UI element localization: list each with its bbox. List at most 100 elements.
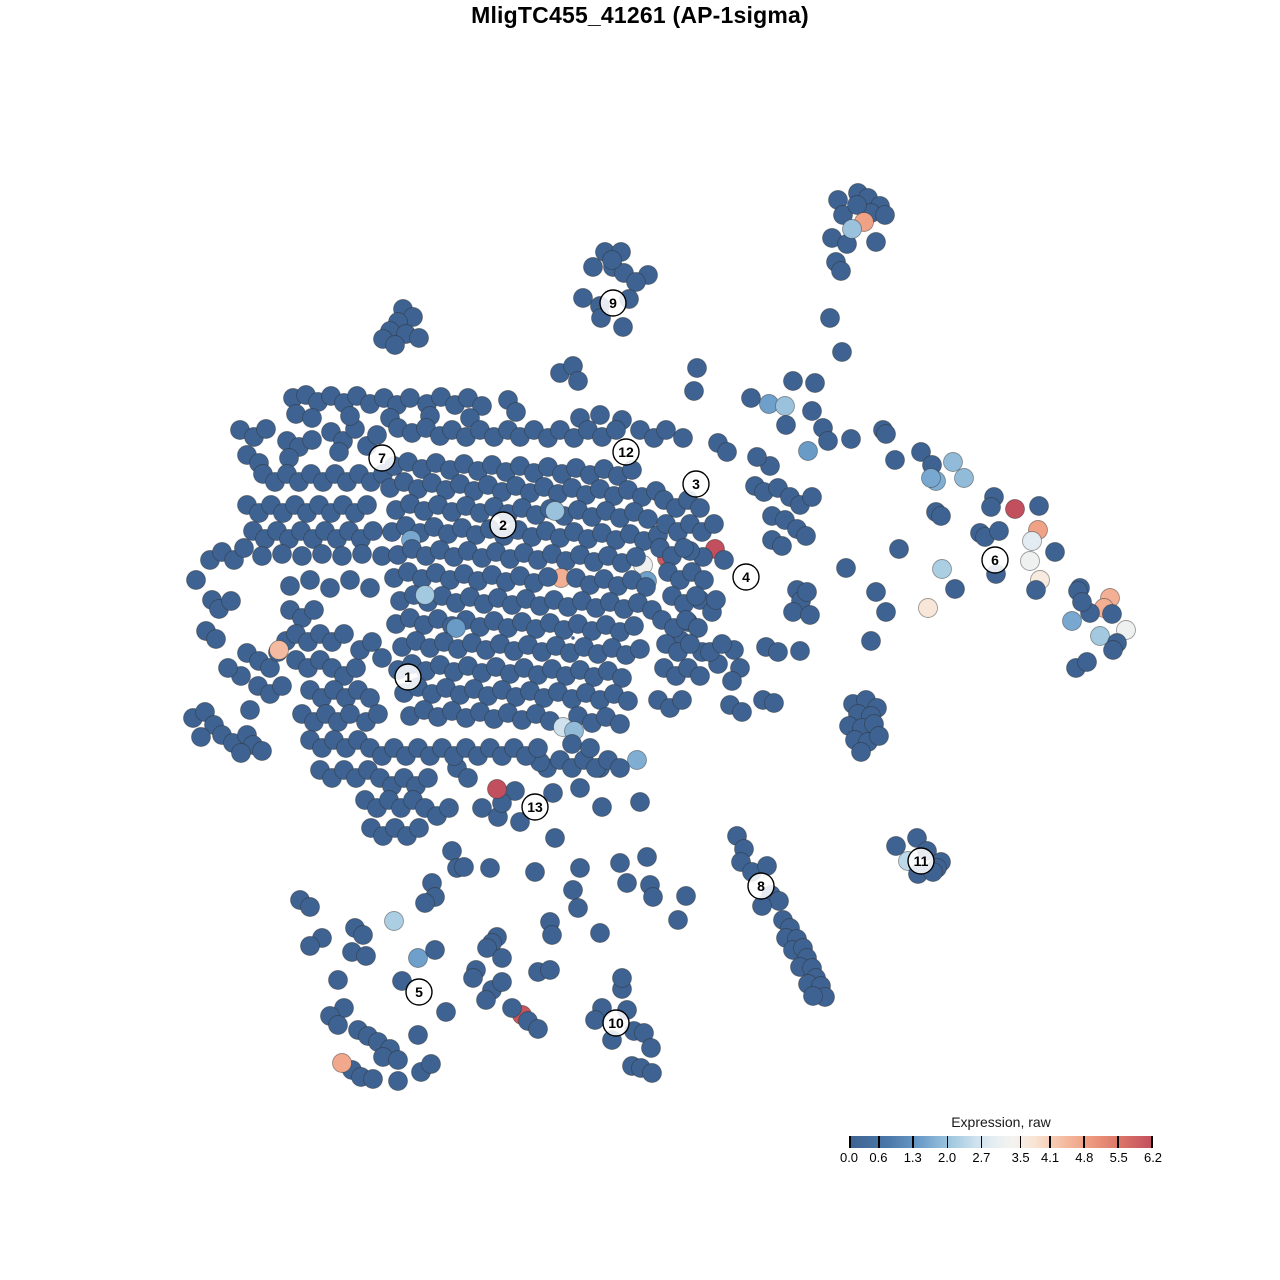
data-point xyxy=(832,342,852,362)
svg-text:13: 13 xyxy=(527,799,543,815)
data-point xyxy=(732,702,752,722)
data-point xyxy=(686,586,706,606)
data-point xyxy=(1020,551,1040,571)
data-point xyxy=(353,925,373,945)
data-point xyxy=(388,1071,408,1091)
cluster-label: 13 xyxy=(521,793,549,821)
data-point xyxy=(690,498,710,518)
data-point xyxy=(340,704,360,724)
data-point xyxy=(476,990,496,1010)
data-point xyxy=(1045,542,1065,562)
data-point xyxy=(911,442,931,462)
cluster-label: 6 xyxy=(981,546,1009,574)
data-point xyxy=(421,1054,441,1074)
data-point xyxy=(851,742,871,762)
data-point xyxy=(818,431,838,451)
data-point xyxy=(583,257,603,277)
data-point xyxy=(368,704,388,724)
data-point xyxy=(492,972,512,992)
data-point xyxy=(408,1025,428,1045)
data-point xyxy=(502,998,522,1018)
cluster-label: 7 xyxy=(368,444,396,472)
data-point xyxy=(1005,499,1025,519)
data-point xyxy=(1102,604,1122,624)
data-point xyxy=(820,308,840,328)
data-point xyxy=(684,381,704,401)
data-point xyxy=(690,666,710,686)
data-point xyxy=(363,521,383,541)
data-point xyxy=(613,317,633,337)
data-point xyxy=(643,887,663,907)
data-point xyxy=(866,232,886,252)
legend-tick-label: 4.8 xyxy=(1075,1150,1094,1165)
data-point xyxy=(796,526,816,546)
svg-text:1: 1 xyxy=(404,669,412,685)
data-point xyxy=(206,629,226,649)
data-point xyxy=(592,797,612,817)
data-point xyxy=(302,408,322,428)
svg-text:2: 2 xyxy=(499,517,507,533)
data-point xyxy=(346,658,366,678)
data-point xyxy=(688,618,708,638)
data-point xyxy=(372,648,392,668)
data-point xyxy=(477,938,497,958)
data-point xyxy=(463,968,483,988)
data-point xyxy=(528,738,548,758)
data-point xyxy=(352,544,372,564)
data-point xyxy=(357,495,377,515)
legend-tick-label: 5.5 xyxy=(1109,1150,1128,1165)
data-point xyxy=(610,758,630,778)
data-point xyxy=(329,442,349,462)
legend-tick-label: 2.0 xyxy=(938,1150,957,1165)
data-point xyxy=(602,250,622,270)
data-point xyxy=(680,634,700,654)
tiny-data-point xyxy=(571,636,575,640)
data-point xyxy=(528,1019,548,1039)
data-point xyxy=(446,618,466,638)
data-point xyxy=(570,778,590,798)
data-point xyxy=(1026,580,1046,600)
data-point xyxy=(442,841,462,861)
legend-tick xyxy=(912,1136,914,1148)
data-point xyxy=(300,897,320,917)
data-point xyxy=(841,429,861,449)
data-point xyxy=(360,688,380,708)
data-point xyxy=(885,450,905,470)
data-point xyxy=(889,539,909,559)
data-point xyxy=(256,419,276,439)
data-point xyxy=(543,783,563,803)
data-point xyxy=(931,506,951,526)
data-point xyxy=(798,441,818,461)
data-point xyxy=(260,658,280,678)
data-point xyxy=(907,828,927,848)
data-point xyxy=(334,624,354,644)
svg-text:5: 5 xyxy=(415,984,423,1000)
data-point xyxy=(606,420,626,440)
data-point xyxy=(694,570,714,590)
data-point xyxy=(385,335,405,355)
svg-text:7: 7 xyxy=(378,450,386,466)
data-point xyxy=(717,442,737,462)
data-point xyxy=(627,750,647,770)
data-point xyxy=(240,700,260,720)
data-point xyxy=(1103,640,1123,660)
page-title: MligTC455_41261 (AP-1sigma) xyxy=(471,2,809,28)
data-point xyxy=(722,671,742,691)
data-point xyxy=(218,658,238,678)
data-point xyxy=(918,598,938,618)
data-point xyxy=(637,847,657,867)
cluster-label: 12 xyxy=(612,438,640,466)
data-point xyxy=(538,567,558,587)
data-point xyxy=(769,891,789,911)
legend-tick xyxy=(946,1136,949,1148)
data-point xyxy=(472,396,492,416)
legend-tick-label: 6.2 xyxy=(1143,1150,1163,1165)
data-point xyxy=(356,946,376,966)
data-point xyxy=(328,1015,348,1035)
data-point xyxy=(231,743,251,763)
data-point xyxy=(562,734,582,754)
data-point xyxy=(234,538,254,558)
legend-tick-label: 2.7 xyxy=(972,1150,991,1165)
data-point xyxy=(610,853,630,873)
